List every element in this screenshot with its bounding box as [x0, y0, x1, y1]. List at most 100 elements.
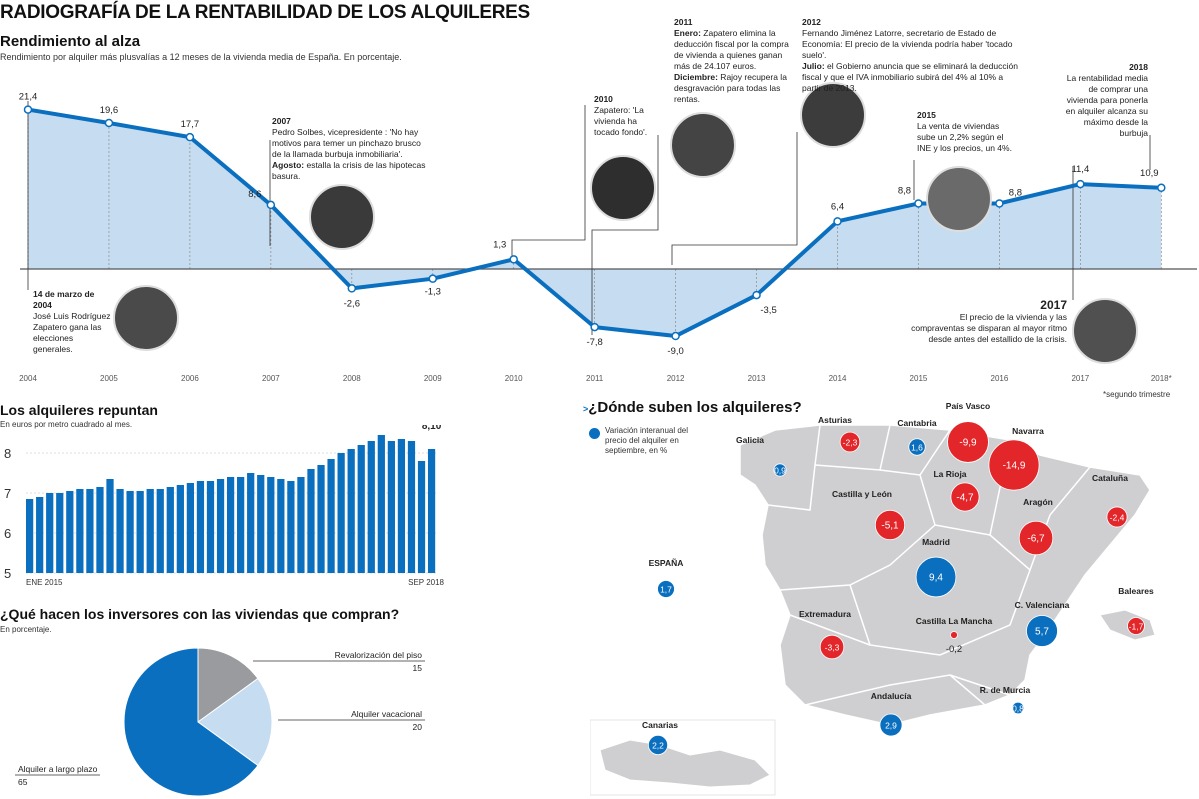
annotation-2011-year: 2011: [674, 17, 693, 27]
bar-chart-bar: [206, 481, 215, 573]
annotation-2018-body: La rentabilidad media de comprar una viv…: [1065, 73, 1148, 138]
line-chart-x-tick: 2009: [424, 374, 442, 383]
map-bubble: [647, 734, 669, 756]
map-region-label: R. de Murcia: [980, 685, 1031, 695]
map-bubble-value: 1,7: [660, 585, 672, 595]
line-chart-data-label: 11,4: [1071, 164, 1089, 175]
bar-chart-y-tick: 5: [4, 566, 11, 581]
portrait-2015-image: [926, 166, 992, 232]
map-bubble-value: 2,2: [652, 741, 664, 751]
bar-chart: 8 7 6 5 ENE 2015 SEP 2018 8,10: [4, 425, 445, 587]
bar-chart-bar: [307, 469, 315, 573]
bar-chart-bar: [116, 489, 124, 573]
map-bubble: [819, 634, 845, 660]
bar-chart-bar: [427, 449, 436, 573]
bar-chart-bar: [317, 465, 325, 573]
map-legend: Variación interanual del precio del alqu…: [605, 426, 689, 455]
map-region-label: Castilla La Mancha: [916, 616, 993, 626]
annotation-2017-year: 2017: [1040, 298, 1067, 312]
line-chart-subtitle: Rendimiento por alquiler más plusvalías …: [0, 52, 402, 62]
bar-chart-y-tick: 6: [4, 526, 11, 541]
annotation-2004: 14 de marzo de 2004 José Luis Rodríguez …: [33, 289, 111, 355]
line-chart-data-label: 8,6: [248, 189, 261, 200]
map-bubble: [1026, 615, 1058, 647]
bar-chart-bar: [76, 489, 84, 573]
map-region-label: Cataluña: [1092, 473, 1128, 483]
annotation-2012-year: 2012: [802, 17, 821, 27]
portrait-solbes-image: [309, 184, 375, 250]
portrait-zapatero-2010-image: [590, 155, 656, 221]
bar-chart-bar: [237, 477, 245, 573]
annotation-2012-line1: Fernando Jiménez Latorre, secretario de …: [802, 28, 1013, 60]
map-bubble-value: -5,1: [881, 521, 899, 532]
annotation-2017-body: El precio de la vivienda y las compraven…: [911, 312, 1067, 344]
line-chart-point: [914, 199, 923, 208]
bar-chart-bar: [277, 479, 285, 573]
map-bubble-value: 2,9: [885, 721, 897, 731]
bar-chart-bar: [367, 441, 375, 573]
map-bubble: [874, 509, 906, 541]
line-chart-data-label: 8,8: [1009, 187, 1022, 198]
annotation-2011-label2: Diciembre:: [674, 72, 718, 82]
map-bubble-value: 9,4: [929, 573, 943, 584]
map-region-label: La Rioja: [933, 469, 966, 479]
map-region-label: ESPAÑA: [649, 558, 684, 568]
line-chart-x-tick: 2010: [505, 374, 523, 383]
pie-chart-slice-value: 15: [413, 663, 423, 673]
bar-chart-subtitle: En euros por metro cuadrado al mes.: [0, 420, 133, 429]
map-region-label: Asturias: [818, 415, 852, 425]
pie-chart-slice: [197, 647, 259, 723]
map-region-label: Castilla y León: [832, 489, 892, 499]
annotation-2015-body: La venta de viviendas sube un 2,2% según…: [917, 121, 1012, 153]
portrait-rajoy-image: [670, 112, 736, 178]
bar-chart-bar: [297, 477, 305, 573]
line-chart-data-label: -1,3: [425, 287, 441, 298]
bar-chart-bar: [136, 491, 144, 573]
map-region-label: Extremadura: [799, 609, 851, 619]
map-bubble-value: -6,7: [1027, 534, 1045, 545]
annotation-2007-line1: Pedro Solbes, vicepresidente : 'No hay m…: [272, 127, 421, 159]
portrait-latorre-image: [800, 82, 866, 148]
bar-chart-bar: [377, 435, 385, 573]
pie-chart-slice: [123, 647, 259, 797]
line-chart-point: [104, 118, 114, 128]
line-chart-point: [590, 322, 599, 332]
line-chart-x-tick: 2017: [1071, 374, 1089, 383]
bar-chart-bar: [186, 483, 195, 573]
annotation-2012-line2: el Gobierno anuncia que se eliminará la …: [802, 61, 1018, 93]
map-bubble: [1018, 520, 1054, 556]
line-chart-data-label: 1,3: [493, 239, 506, 250]
annotation-2015-year: 2015: [917, 110, 936, 120]
bar-chart-bar: [216, 479, 225, 573]
annotation-2010-year: 2010: [594, 94, 613, 104]
map-bubble-value: -9,9: [959, 438, 977, 449]
map-bubble-value: -2,3: [843, 438, 858, 448]
map-title-text: ¿Dónde suben los alquileres?: [588, 399, 802, 416]
line-chart-data-label: -7,8: [586, 337, 602, 348]
annotation-2011-line2: Rajoy recupera la desgravación para toda…: [674, 72, 787, 104]
line-chart-x-tick: 2016: [991, 374, 1009, 383]
bar-chart-bar: [86, 489, 94, 573]
line-chart-point: [1076, 179, 1085, 189]
spain-map: 0,9 Galicia -2,3 Asturias 1,6 Cantabria -9,9 Pa…: [590, 401, 1156, 796]
map-bubble: [947, 421, 989, 463]
bar-chart-bar: [337, 453, 345, 573]
line-chart-footnote: *segundo trimestre: [1103, 390, 1171, 399]
map-canarias-box: [590, 719, 776, 796]
bar-chart-bar: [176, 485, 184, 573]
map-bubble: [950, 482, 980, 512]
bar-chart-bar: [56, 493, 64, 573]
map-region-label: País Vasco: [946, 401, 990, 411]
pie-chart-subtitle: En porcentaje.: [0, 625, 52, 634]
bar-chart-x-end: SEP 2018: [408, 578, 444, 587]
map-region-label: Aragón: [1023, 497, 1053, 507]
bar-chart-bar: [66, 491, 74, 573]
line-chart-data-label: 6,4: [831, 201, 844, 212]
pie-chart-slice-value: 65: [18, 777, 28, 787]
map-bubble-value: 1,6: [911, 443, 923, 453]
line-chart-point: [1157, 183, 1166, 193]
line-chart-x-tick: 2014: [829, 374, 847, 383]
bar-chart-bar: [407, 441, 416, 573]
line-chart-data-label: -2,6: [344, 298, 360, 309]
line-chart-point: [185, 132, 195, 142]
